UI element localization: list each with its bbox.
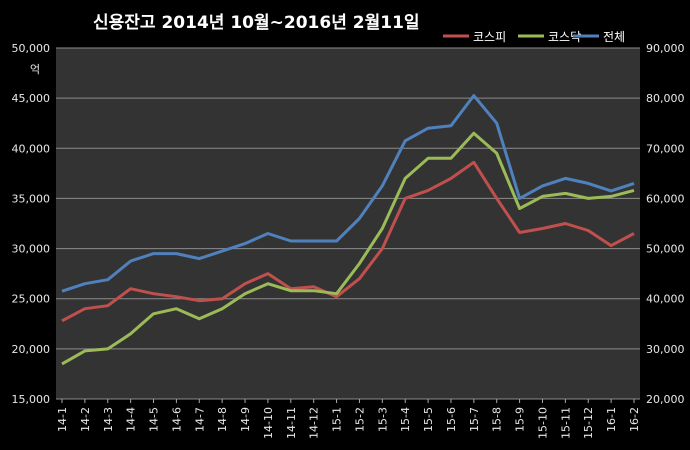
x-tick-label: 15-5 xyxy=(422,407,435,432)
x-tick-label: 15-4 xyxy=(399,407,412,432)
y-axis-right: 20,000 30,000 40,000 50,000 60,000 70,000 80,0… xyxy=(646,42,685,406)
y-right-tick-label: 20,000 xyxy=(646,393,685,406)
x-tick-label: 15-3 xyxy=(376,407,389,432)
y-left-tick-label: 15,000 xyxy=(12,393,51,406)
x-axis: 14-1 14-2 14-3 14-4 14-5 14-6 14-7 14-8 14-9 14-1… xyxy=(56,399,641,439)
x-tick-label: 15-12 xyxy=(582,407,595,439)
x-tick-label: 14-11 xyxy=(285,407,298,439)
y-unit-label: 억 xyxy=(30,63,40,76)
y-right-tick-label: 30,000 xyxy=(646,343,685,356)
y-left-tick-label: 30,000 xyxy=(12,243,51,256)
x-tick-label: 14-3 xyxy=(102,407,115,432)
y-left-tick-label: 35,000 xyxy=(12,192,51,205)
x-tick-label: 15-7 xyxy=(468,407,481,432)
y-axis-left: 15,000 20,000 25,000 30,000 35,000 40,000 45,0… xyxy=(12,42,51,406)
x-tick-label: 16-1 xyxy=(605,407,618,432)
legend-label: 코스닥 xyxy=(548,30,581,44)
x-tick-label: 14-7 xyxy=(193,407,206,432)
legend-label: 전체 xyxy=(603,30,625,44)
x-tick-label: 15-6 xyxy=(445,407,458,432)
x-tick-label: 15-8 xyxy=(491,407,504,432)
x-tick-label: 16-2 xyxy=(628,407,641,432)
x-tick-label: 14-4 xyxy=(125,407,138,432)
x-tick-label: 14-8 xyxy=(216,407,229,432)
x-tick-label: 14-6 xyxy=(170,407,183,432)
x-tick-label: 14-9 xyxy=(239,407,252,432)
legend: 코스피 코스닥 전체 xyxy=(443,30,625,44)
y-left-tick-label: 25,000 xyxy=(12,293,51,306)
y-right-tick-label: 40,000 xyxy=(646,293,685,306)
x-tick-label: 14-10 xyxy=(262,407,275,439)
y-right-tick-label: 60,000 xyxy=(646,192,685,205)
series-line xyxy=(61,131,635,366)
y-left-tick-label: 50,000 xyxy=(12,42,51,55)
legend-label: 코스피 xyxy=(473,30,506,44)
y-right-tick-label: 70,000 xyxy=(646,142,685,155)
plot-area xyxy=(56,48,640,399)
y-right-tick-label: 50,000 xyxy=(646,243,685,256)
x-tick-label: 15-1 xyxy=(331,407,344,432)
x-tick-label: 14-5 xyxy=(148,407,161,432)
chart-title: 신용잔고 2014년 10월~2016년 2월11일 xyxy=(93,13,420,33)
y-right-tick-label: 80,000 xyxy=(646,92,685,105)
series-lines xyxy=(61,94,635,366)
x-tick-label: 14-2 xyxy=(79,407,92,432)
x-tick-label: 14-1 xyxy=(56,407,69,432)
y-left-tick-label: 45,000 xyxy=(12,92,51,105)
x-tick-label: 15-11 xyxy=(559,407,572,439)
y-left-tick-label: 20,000 xyxy=(12,343,51,356)
x-tick-label: 14-12 xyxy=(308,407,321,439)
x-tick-label: 15-10 xyxy=(536,407,549,439)
x-tick-label: 15-9 xyxy=(514,407,527,432)
x-tick-label: 15-2 xyxy=(353,407,366,432)
y-right-tick-label: 90,000 xyxy=(646,42,685,55)
series-line xyxy=(61,160,635,323)
series-line xyxy=(61,94,635,293)
y-left-tick-label: 40,000 xyxy=(12,142,51,155)
